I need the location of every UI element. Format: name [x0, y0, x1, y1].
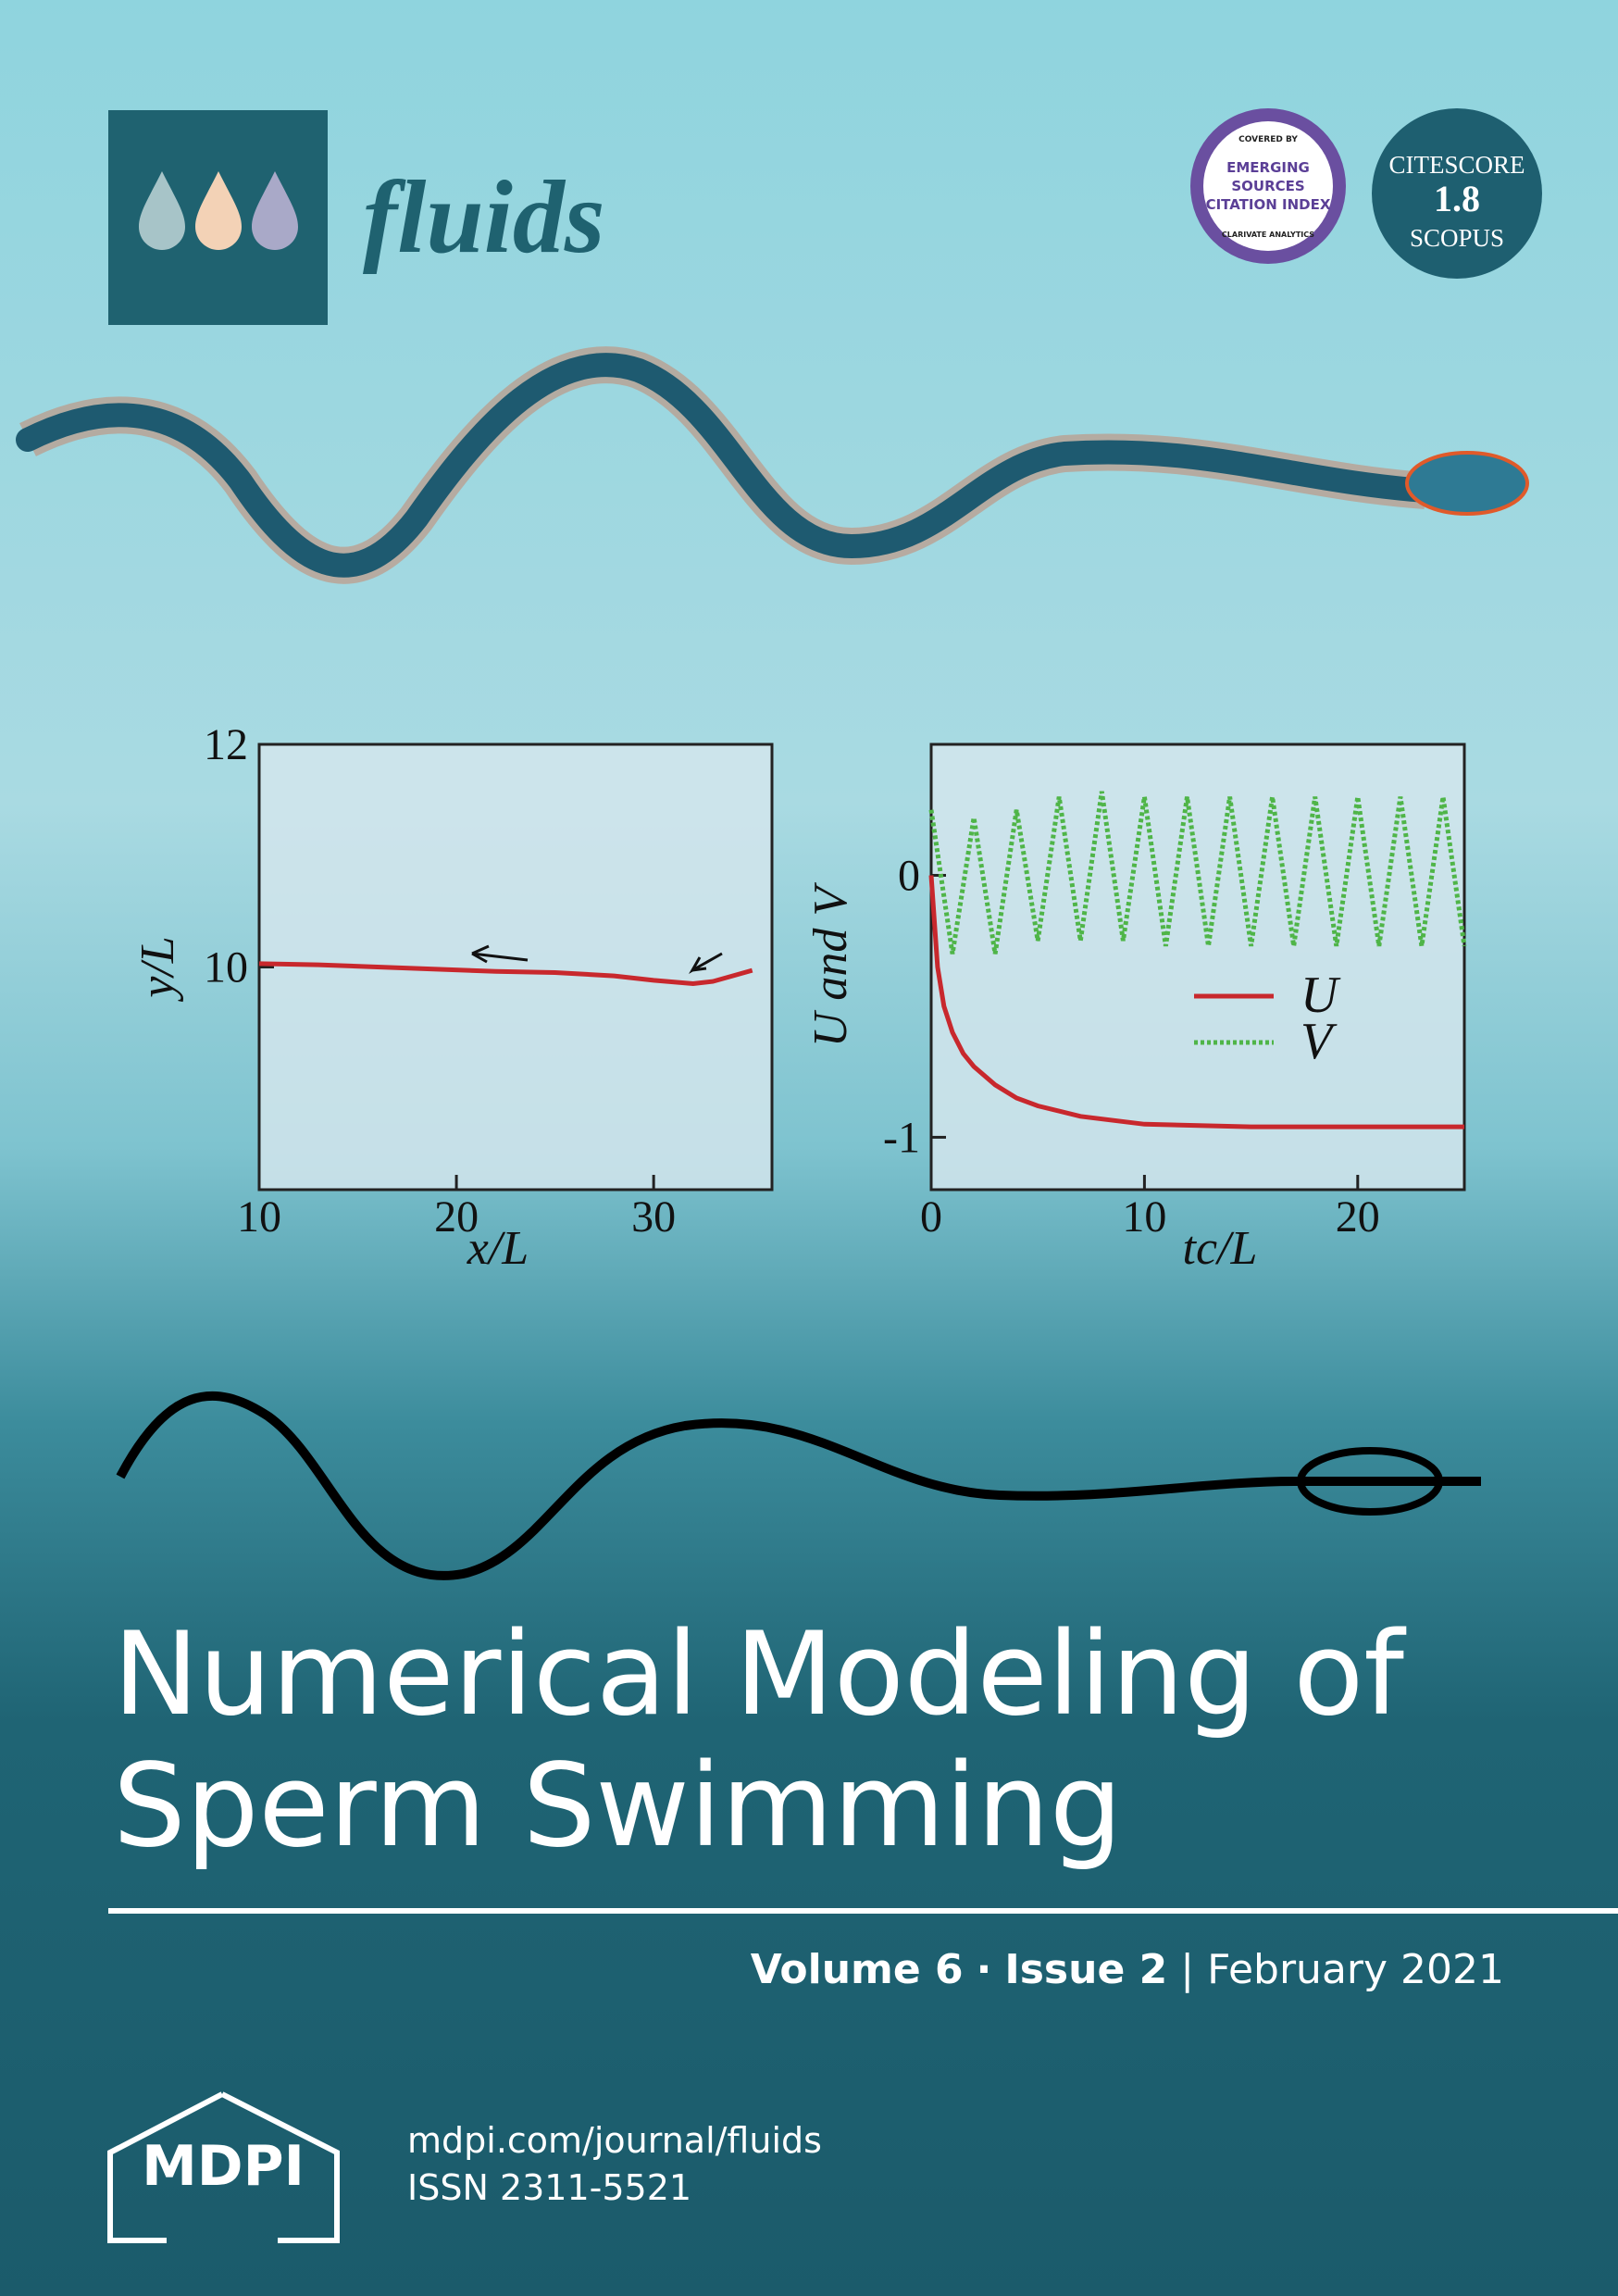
drop: [139, 171, 185, 250]
x-tick-label: 30: [631, 1192, 676, 1242]
y-tick-label: -1: [883, 1113, 920, 1162]
x-axis-label: tc/L: [1183, 1222, 1258, 1275]
badge-text: COVERED BY: [1238, 135, 1298, 144]
x-tick-label: 0: [920, 1192, 942, 1242]
data-line: [928, 875, 1464, 1129]
citescore-label: CITESCORE: [1388, 151, 1525, 179]
y-tick-label: 0: [898, 851, 920, 900]
x-tick-label: 10: [1122, 1192, 1166, 1242]
publisher: MDPI: [142, 2134, 305, 2199]
y-tick-label: 12: [204, 720, 248, 769]
mdpi-hexagon: [107, 2091, 340, 2243]
x-tick-label: 10: [237, 1192, 281, 1242]
volume: Volume 6: [751, 1946, 964, 1993]
date: February 2021: [1207, 1946, 1504, 1993]
plot-area: [929, 742, 1466, 1192]
badge-text: EMERGING: [1226, 159, 1310, 176]
divider: |: [1180, 1946, 1194, 1993]
url: mdpi.com/journal/fluids: [407, 2120, 822, 2161]
badge-text: CLARIVATE ANALYTICS: [1222, 231, 1314, 239]
legend-label: V: [1301, 1013, 1338, 1070]
arrow: [689, 952, 723, 974]
rule: [108, 1908, 1618, 1914]
badge-text: SOURCES: [1231, 178, 1304, 194]
issue-line: Volume 6 · Issue 2 | February 2021: [751, 1946, 1504, 1993]
drop: [252, 171, 298, 250]
swimmer-tail: [16, 353, 1438, 578]
citescore-value: 1.8: [1434, 178, 1480, 219]
swimmer-head-outline: [1297, 1447, 1443, 1516]
legend-label: U: [1301, 967, 1341, 1024]
y-axis-label: U and V: [804, 882, 857, 1048]
x-tick-label: 20: [1336, 1192, 1380, 1242]
data-line: [928, 791, 1467, 955]
issue: Issue 2: [1004, 1946, 1167, 1993]
citescore-source: SCOPUS: [1410, 224, 1504, 252]
issn: ISSN 2311-5521: [407, 2167, 691, 2208]
arrow: [471, 944, 529, 964]
badge-text: CITATION INDEX: [1206, 196, 1331, 213]
title-line: Numerical Modeling of: [113, 1608, 1407, 1741]
esci-text: COVERED BY EMERGING SOURCES CITATION IND…: [1206, 135, 1331, 239]
swimmer-outline: [116, 1391, 1481, 1580]
y-axis-label: y/L: [131, 936, 184, 1002]
x-axis-label: x/L: [467, 1222, 529, 1275]
data-line: [258, 961, 753, 987]
swimmer-head: [1405, 451, 1529, 516]
separator: ·: [977, 1946, 992, 1993]
title-line: Sperm Swimming: [113, 1740, 1123, 1873]
y-tick-label: 10: [204, 943, 248, 992]
x-tick-label: 20: [434, 1192, 479, 1242]
journal-name: fluids: [363, 160, 604, 275]
drop: [195, 171, 242, 250]
esci-badge-inner: [1203, 121, 1333, 251]
citescore-badge: [1372, 108, 1542, 279]
